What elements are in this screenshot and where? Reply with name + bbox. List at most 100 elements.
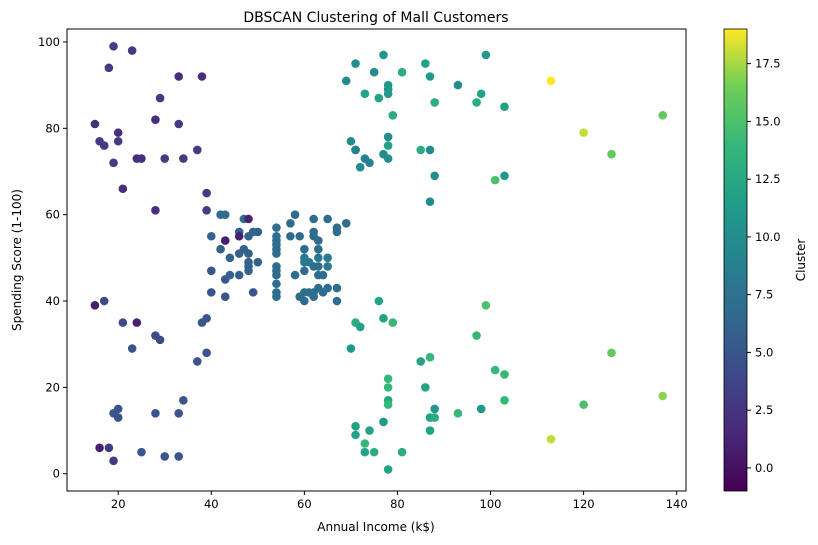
- data-point: [500, 370, 509, 379]
- data-point: [113, 136, 123, 146]
- data-point: [314, 236, 323, 245]
- data-point: [272, 270, 281, 280]
- data-point: [225, 253, 235, 263]
- data-point: [383, 383, 393, 392]
- data-point: [579, 400, 588, 409]
- colorbar-tick-label: 15.0: [755, 114, 781, 128]
- data-point: [383, 400, 393, 409]
- data-point: [314, 262, 323, 271]
- data-point: [160, 452, 170, 461]
- data-point: [272, 262, 281, 271]
- data-point: [360, 447, 370, 457]
- data-point: [421, 383, 430, 392]
- data-point: [202, 313, 211, 323]
- data-point: [244, 249, 253, 258]
- data-point: [383, 141, 393, 150]
- y-axis-label: Spending Score (1-100): [10, 189, 24, 331]
- x-tick-label: 120: [573, 497, 595, 511]
- colorbar-tick-label: 17.5: [755, 57, 781, 71]
- x-tick-label: 80: [390, 497, 405, 511]
- data-point: [216, 244, 225, 254]
- data-point: [220, 292, 230, 302]
- data-point: [290, 210, 300, 219]
- data-point: [472, 98, 481, 107]
- data-point: [300, 296, 309, 306]
- data-point: [151, 115, 160, 124]
- data-point: [430, 171, 439, 181]
- data-point: [351, 421, 360, 431]
- data-point: [425, 426, 435, 435]
- data-point: [355, 162, 365, 172]
- data-point: [323, 214, 332, 224]
- data-point: [253, 227, 263, 237]
- data-point: [234, 270, 244, 280]
- data-point: [174, 408, 183, 418]
- data-point: [383, 465, 393, 474]
- data-point: [500, 102, 509, 112]
- plot-frame: [66, 28, 687, 492]
- data-point: [155, 93, 165, 103]
- colorbar-tick-label: 5.0: [755, 345, 773, 359]
- colorbar-tick-label: 12.5: [755, 172, 781, 186]
- data-point: [388, 318, 398, 327]
- data-point: [295, 231, 305, 241]
- data-point: [365, 158, 374, 168]
- data-point: [179, 396, 188, 405]
- data-point: [202, 348, 211, 358]
- y-axis: 0 20 40 60 80 100: [38, 35, 67, 481]
- data-point: [607, 149, 616, 159]
- data-point: [234, 231, 244, 241]
- y-tick-label: 60: [45, 208, 60, 222]
- data-point: [272, 249, 281, 258]
- data-point: [286, 218, 295, 228]
- data-point: [472, 331, 481, 340]
- data-point: [430, 98, 439, 107]
- data-point: [309, 227, 318, 237]
- y-tick-label: 0: [53, 467, 60, 481]
- data-point: [379, 313, 388, 323]
- data-point: [197, 72, 207, 81]
- data-point: [430, 413, 439, 422]
- data-point: [104, 443, 114, 453]
- y-tick-label: 80: [45, 121, 60, 135]
- data-point: [658, 111, 668, 120]
- data-point: [174, 72, 183, 81]
- colorbar-tick-label: 2.5: [755, 403, 773, 417]
- data-point: [369, 447, 379, 457]
- data-point: [90, 301, 100, 310]
- data-point: [500, 396, 509, 405]
- data-point: [360, 439, 370, 448]
- data-point: [113, 413, 123, 422]
- data-point: [290, 270, 300, 280]
- data-point: [155, 335, 165, 345]
- data-point: [220, 210, 230, 219]
- data-point: [374, 296, 384, 306]
- x-tick-label: 140: [666, 497, 688, 511]
- data-point: [546, 76, 556, 86]
- data-point: [332, 227, 342, 237]
- x-axis-label: Annual Income (k$): [317, 520, 434, 534]
- data-point: [388, 111, 398, 120]
- x-tick-label: 20: [111, 497, 126, 511]
- data-point: [355, 322, 365, 332]
- data-point: [360, 89, 370, 99]
- data-point: [272, 292, 281, 302]
- data-point: [300, 244, 309, 254]
- data-point: [379, 50, 388, 60]
- data-point: [272, 223, 281, 232]
- data-point: [104, 63, 114, 73]
- data-point: [332, 296, 342, 306]
- data-point: [383, 374, 393, 384]
- y-tick-label: 20: [45, 380, 60, 394]
- colorbar-label: Cluster: [794, 239, 808, 282]
- data-point: [490, 365, 500, 375]
- x-tick-label: 100: [480, 497, 502, 511]
- x-tick-label: 40: [204, 497, 219, 511]
- data-point: [193, 357, 202, 366]
- data-point: [137, 154, 146, 163]
- data-point: [365, 426, 374, 435]
- x-axis: 20 40 60 80 100 120 140: [111, 491, 688, 511]
- data-point: [286, 231, 295, 241]
- data-point: [346, 344, 356, 353]
